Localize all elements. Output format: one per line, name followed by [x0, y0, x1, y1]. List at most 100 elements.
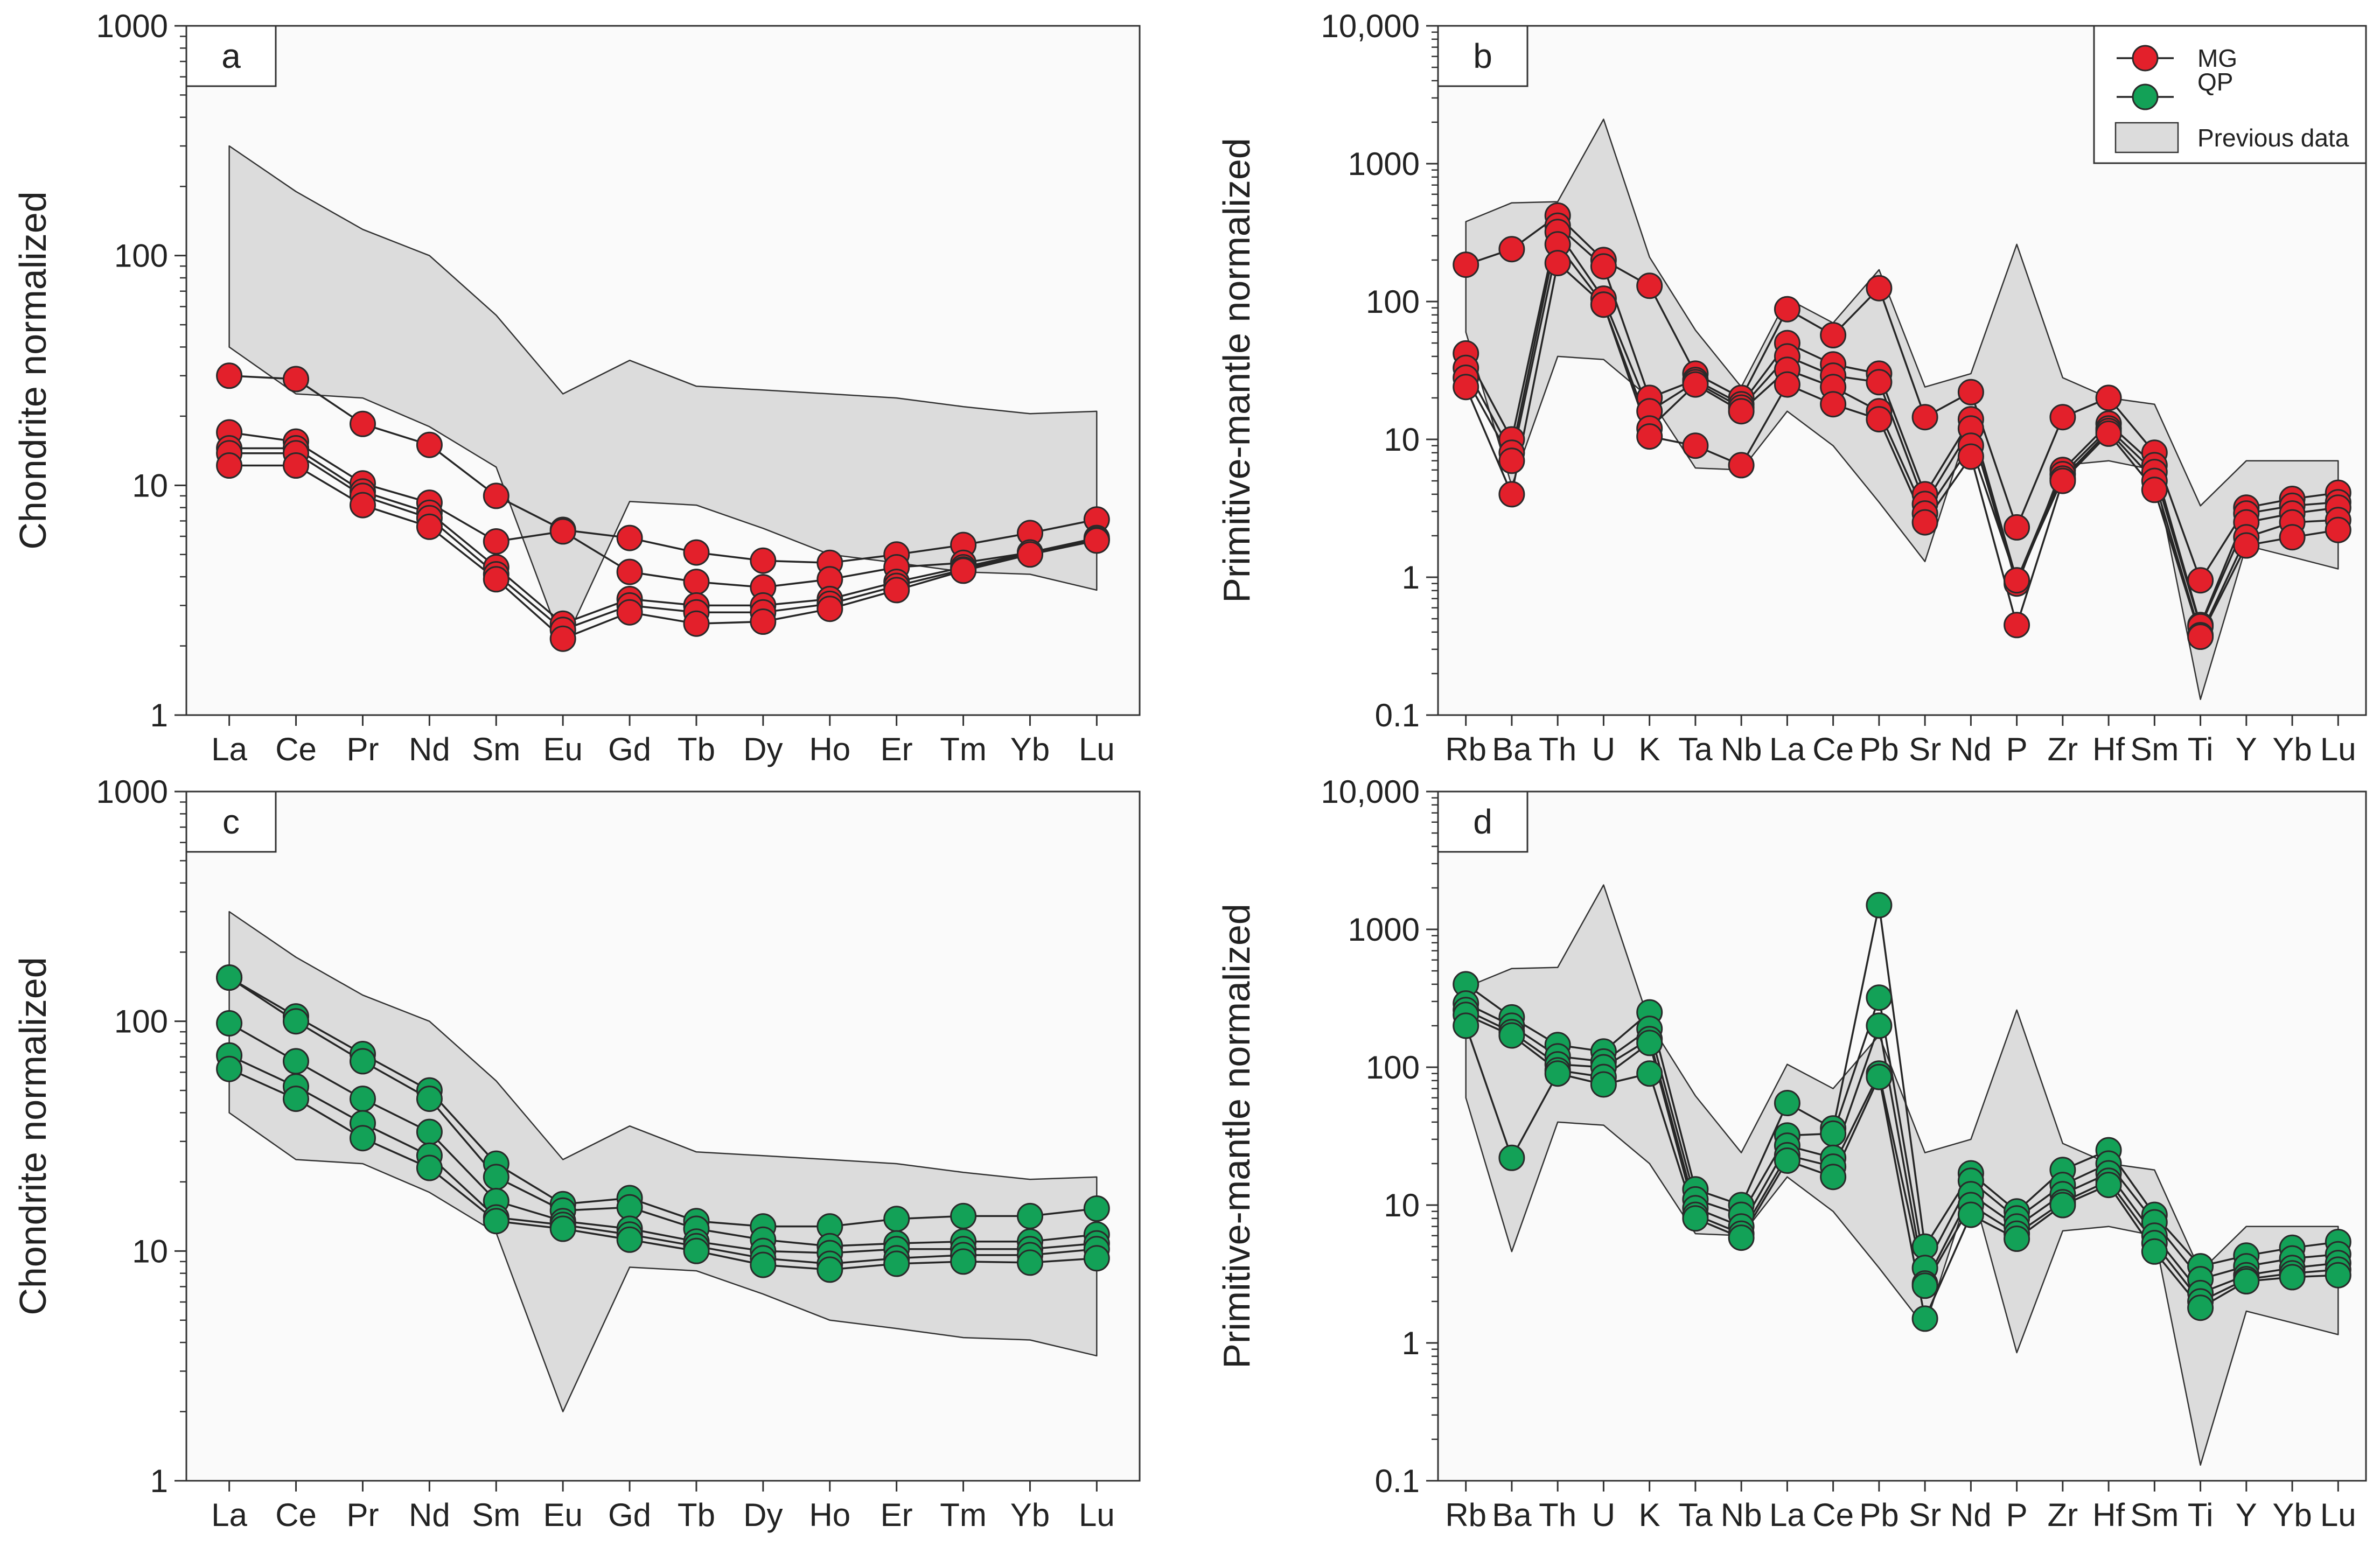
x-tick-label-ba: Ba	[1492, 731, 1532, 767]
data-point-mg-4-nb	[1728, 398, 1755, 425]
data-point-mg-5-ho	[816, 596, 843, 622]
y-axis-title: Chondrite normalized	[12, 191, 54, 549]
x-tick-label-rb: Rb	[1445, 731, 1486, 767]
data-point-mg-5-tm	[950, 557, 977, 584]
data-point-qp-5-zr	[2049, 1192, 2076, 1219]
x-tick-label-sm: Sm	[2130, 1497, 2179, 1533]
data-point-mg-5-th	[1544, 250, 1571, 277]
x-tick-label-sm: Sm	[2130, 731, 2179, 767]
x-tick-label-ti: Ti	[2188, 1497, 2214, 1533]
data-point-mg-1-zr	[2049, 404, 2076, 431]
data-point-qp-4-sr	[1911, 1272, 1938, 1299]
y-tick-label: 100	[1366, 1049, 1420, 1086]
x-tick-label-tm: Tm	[940, 731, 987, 767]
data-point-mg-5-er	[883, 577, 910, 604]
data-point-qp-4-ba	[1498, 1022, 1525, 1049]
panel-label-box	[185, 25, 277, 87]
data-point-mg-5-la	[1774, 371, 1800, 398]
data-point-mg-2-tb	[683, 569, 710, 596]
y-tick-label: 10,000	[1321, 774, 1420, 810]
y-tick-label: 10	[132, 467, 168, 503]
data-point-qp-5-pb	[1866, 1063, 1893, 1090]
x-tick-label-la: La	[211, 731, 247, 767]
panel-letter: c	[222, 802, 240, 841]
data-point-qp-5-ba	[1498, 1144, 1525, 1171]
x-tick-label-eu: Eu	[543, 1497, 582, 1533]
x-tick-label-ce: Ce	[275, 731, 317, 767]
legend-mg-marker	[2132, 45, 2159, 72]
legend-qp-label: QP	[2197, 68, 2233, 96]
x-tick-label-la: La	[211, 1497, 247, 1533]
data-point-qp-5-y	[2233, 1268, 2260, 1294]
data-point-qp-5-nd	[416, 1154, 443, 1181]
data-point-qp-5-ce	[283, 1086, 309, 1112]
legend-qp-marker	[2132, 83, 2159, 110]
data-point-mg-5-ta	[1682, 432, 1709, 459]
data-point-qp-5-ho	[816, 1256, 843, 1283]
x-tick-label-ho: Ho	[809, 1497, 850, 1533]
y-tick-label: 10,000	[1321, 8, 1420, 44]
x-tick-label-nd: Nd	[409, 1497, 450, 1533]
data-point-mg-5-sm	[483, 566, 509, 593]
data-point-qp-5-lu	[2325, 1262, 2351, 1289]
data-point-mg-1-sr	[1911, 404, 1938, 431]
panel-d: 0.1 1 10 100 1000 10,000 Rb Ba Th U K Ta Nb La Ce Pb Sr N…	[1216, 774, 2367, 1533]
x-tick-label-ta: Ta	[1678, 731, 1713, 767]
x-tick-label-k: K	[1639, 731, 1660, 767]
data-point-qp-2-pb	[1866, 984, 1893, 1011]
legend-mg-label: MG	[2197, 44, 2237, 72]
x-tick-label-nd: Nd	[1950, 731, 1992, 767]
previous-data-band	[1465, 118, 2339, 701]
data-point-qp-5-la	[1774, 1147, 1800, 1174]
plot-frame	[1437, 790, 2367, 1482]
x-tick-label-ti: Ti	[2188, 731, 2214, 767]
data-point-mg-1-tb	[683, 539, 710, 566]
panel-label-box	[1437, 25, 1528, 87]
data-point-mg-1-p	[2004, 514, 2030, 541]
x-tick-label-tb: Tb	[678, 731, 715, 767]
data-point-qp-1-pb	[1866, 892, 1893, 919]
x-tick-label-pb: Pb	[1859, 1497, 1899, 1533]
x-tick-label-ce: Ce	[1812, 1497, 1854, 1533]
data-point-mg-1-nd	[416, 431, 443, 458]
data-point-mg-5-ce	[1820, 391, 1847, 418]
data-point-qp-5-ta	[1682, 1205, 1709, 1232]
data-point-mg-5-ba	[1498, 481, 1525, 508]
x-tick-label-lu: Lu	[2320, 1497, 2356, 1533]
data-point-mg-5-sr	[1911, 509, 1938, 536]
previous-data-band	[228, 911, 1098, 1412]
data-point-qp-2-sm	[483, 1164, 509, 1191]
data-point-qp-2-la	[216, 964, 243, 991]
data-point-mg-5-pr	[350, 492, 376, 519]
data-point-qp-3-nd	[416, 1118, 443, 1145]
data-point-mg-5-lu	[2325, 516, 2351, 543]
data-point-mg-5-sm	[2141, 477, 2168, 503]
x-tick-label-nb: Nb	[1721, 1497, 1762, 1533]
data-point-mg-1-nd	[1957, 379, 1984, 405]
x-tick-label-p: P	[2006, 731, 2028, 767]
x-tick-label-zr: Zr	[2048, 731, 2078, 767]
y-tick-label: 10	[1384, 422, 1420, 458]
data-point-mg-4-ba	[1498, 447, 1525, 474]
panel-label-box	[1437, 790, 1528, 853]
data-point-mg-5-ti	[2187, 624, 2214, 650]
x-tick-label-hf: Hf	[2092, 1497, 2125, 1533]
plot-frame	[185, 25, 1141, 716]
data-point-qp-5-lu	[1083, 1245, 1110, 1272]
data-point-mg-5-u	[1590, 291, 1617, 318]
y-tick-label: 1000	[96, 8, 168, 44]
data-point-qp-5-rb	[1453, 1012, 1479, 1039]
x-tick-label-lu: Lu	[2320, 731, 2356, 767]
data-point-qp-5-u	[1590, 1071, 1617, 1098]
data-point-mg-1-pr	[350, 410, 376, 437]
data-point-qp-5-la	[216, 1055, 243, 1082]
data-point-mg-1-la	[216, 362, 243, 389]
y-tick-label: 100	[1366, 284, 1420, 320]
x-tick-label-sm: Sm	[472, 1497, 520, 1533]
data-point-qp-5-sm	[2141, 1238, 2168, 1265]
legend-band-swatch	[2114, 122, 2179, 153]
x-tick-label-yb: Yb	[1010, 1497, 1050, 1533]
data-point-mg-5-ce	[283, 452, 309, 479]
